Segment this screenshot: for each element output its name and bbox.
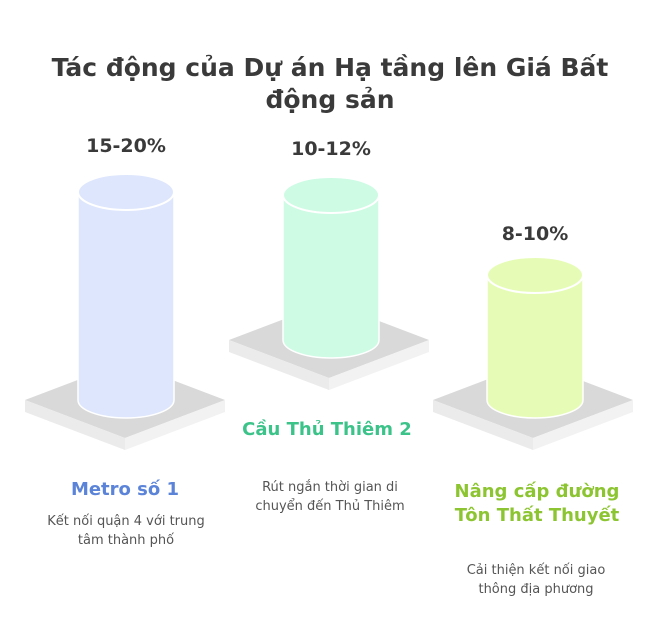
road-impact-label: 8-10%: [502, 223, 569, 245]
road-cylinder: 8-10%: [433, 223, 633, 450]
bridge-cylinder: 10-12%: [229, 138, 429, 390]
bridge-impact-label: 10-12%: [291, 138, 371, 160]
road-cylinder-body: [486, 274, 584, 419]
metro-impact-label: 15-20%: [86, 135, 166, 157]
chart-title: Tác động của Dự án Hạ tầng lên Giá Bất đ…: [51, 53, 609, 114]
metro-cylinder-body: [77, 191, 175, 419]
road-name: Nâng cấp đường Tôn Thất Thuyết: [454, 481, 620, 526]
metro-cylinder-top: [77, 173, 175, 211]
bridge-cylinder-body: [282, 194, 380, 359]
metro-cylinder: 15-20%: [25, 135, 225, 450]
bridge-cylinder-top: [282, 176, 380, 214]
road-description: Cải thiện kết nối giao thông địa phương: [466, 563, 606, 597]
metro-name: Metro số 1: [70, 479, 180, 500]
bridge-description: Rút ngắn thời gian di chuyển đến Thủ Thi…: [255, 480, 405, 514]
road-cylinder-top: [486, 256, 584, 294]
bridge-name: Cầu Thủ Thiêm 2: [242, 419, 412, 440]
metro-description: Kết nối quận 4 với trung tâm thành phố: [47, 514, 205, 548]
